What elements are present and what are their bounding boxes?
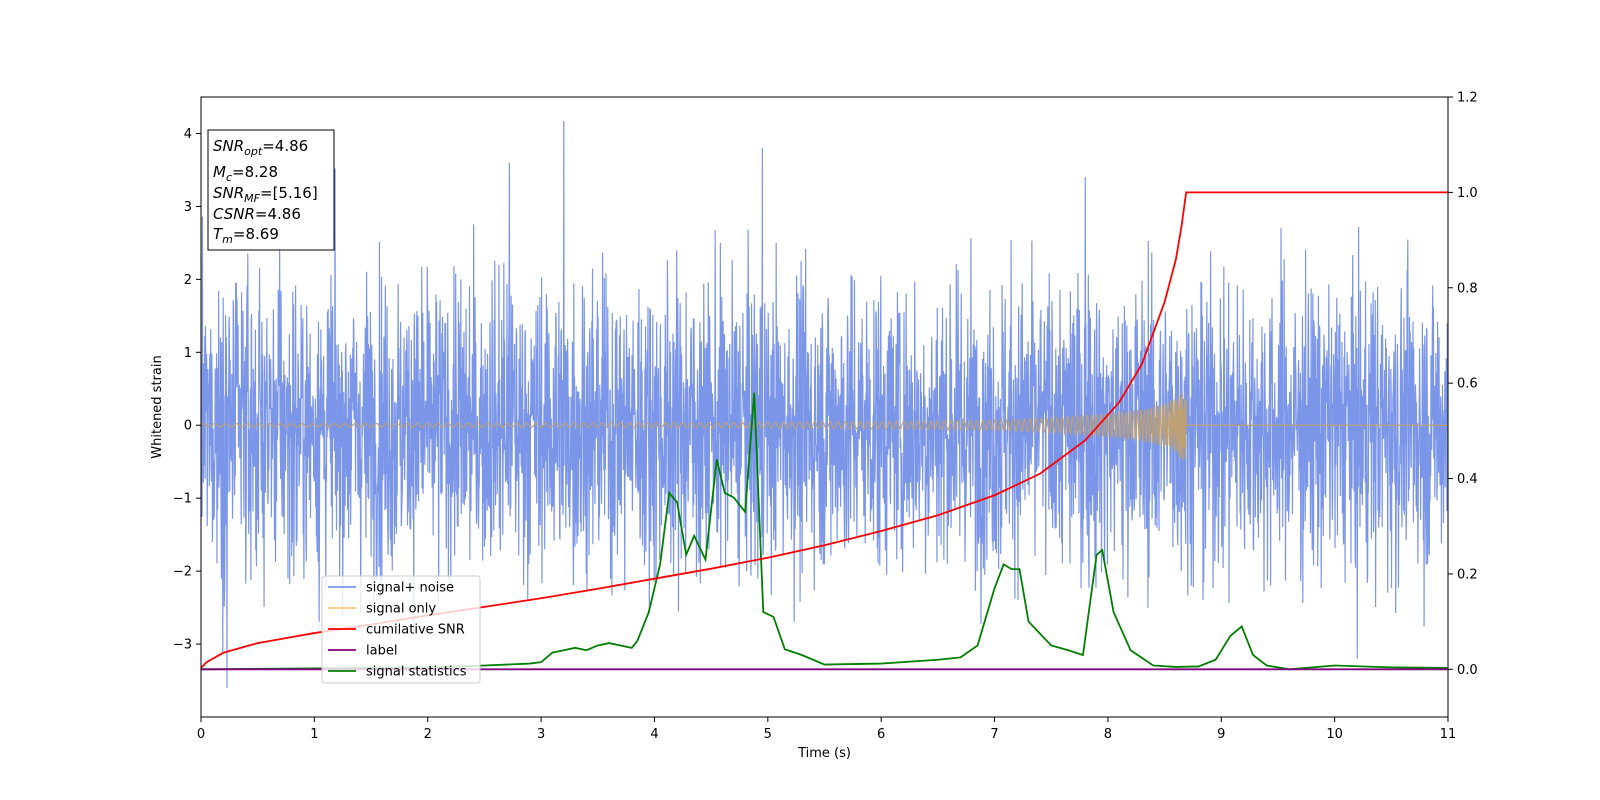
annotation-line: CSNR=4.86 [213,205,301,223]
annotation-line: Mc=8.28 [213,163,278,184]
y-axis-label: Whitened strain [150,355,165,458]
y-right-tick-label: 1.0 [1457,186,1478,201]
y-left-tick-label: −2 [173,565,192,580]
legend-entry-label: signal only [366,602,436,617]
y-right-tick-label: 0.2 [1457,567,1478,582]
x-tick-label: 10 [1326,727,1343,742]
y-left-tick-label: 1 [184,346,192,361]
legend-entry-label: signal statistics [366,665,467,680]
annotation-frame [207,129,335,251]
y-left-tick-label: 4 [184,127,192,142]
legend-entry-label: cumilative SNR [366,623,465,638]
x-tick-label: 0 [197,727,205,742]
y-right-tick-label: 0.4 [1457,472,1478,487]
x-tick-label: 6 [877,727,885,742]
legend-entry-label: signal+ noise [366,581,454,596]
annotation-line: SNRMF=[5.16] [213,184,318,205]
y-right-tick-label: 0.6 [1457,377,1478,392]
legend: signal+ noise signal only cumilative SNR la… [321,575,481,684]
x-tick-label: 1 [310,727,318,742]
axes-frame [200,96,1449,718]
x-axis-label: Time (s) [797,746,851,761]
y-left-tick-label: −3 [173,638,192,653]
legend-frame [321,575,481,684]
y-right-tick-label: 0.8 [1457,281,1478,296]
legend-entry-label: label [366,644,397,659]
y-axis-left: −3 −2 −1 0 1 2 3 4 [173,127,201,653]
y-left-tick-label: 0 [184,419,192,434]
annotation-line: SNRopt=4.86 [213,137,308,158]
x-axis: 0 1 2 3 4 5 6 7 8 9 10 11 [197,717,1456,742]
y-right-tick-label: 0.0 [1457,663,1478,678]
x-tick-label: 8 [1104,727,1112,742]
annotation-line: Tm=8.69 [213,225,279,246]
x-tick-label: 11 [1440,727,1457,742]
y-axis-right: 0.0 0.2 0.4 0.6 0.8 1.0 1.2 [1448,91,1478,678]
signal-statistics-line [201,392,1448,671]
x-tick-label: 7 [990,727,998,742]
signal-noise-line [201,121,1448,688]
x-tick-label: 4 [650,727,658,742]
x-tick-label: 9 [1217,727,1225,742]
y-right-tick-label: 1.2 [1457,91,1478,106]
y-left-tick-label: 3 [184,200,192,215]
signal-only-line [201,392,1448,461]
x-tick-label: 5 [764,727,772,742]
y-left-tick-label: 2 [184,273,192,288]
x-tick-label: 2 [424,727,432,742]
x-tick-label: 3 [537,727,545,742]
y-left-tick-label: −1 [173,492,192,507]
